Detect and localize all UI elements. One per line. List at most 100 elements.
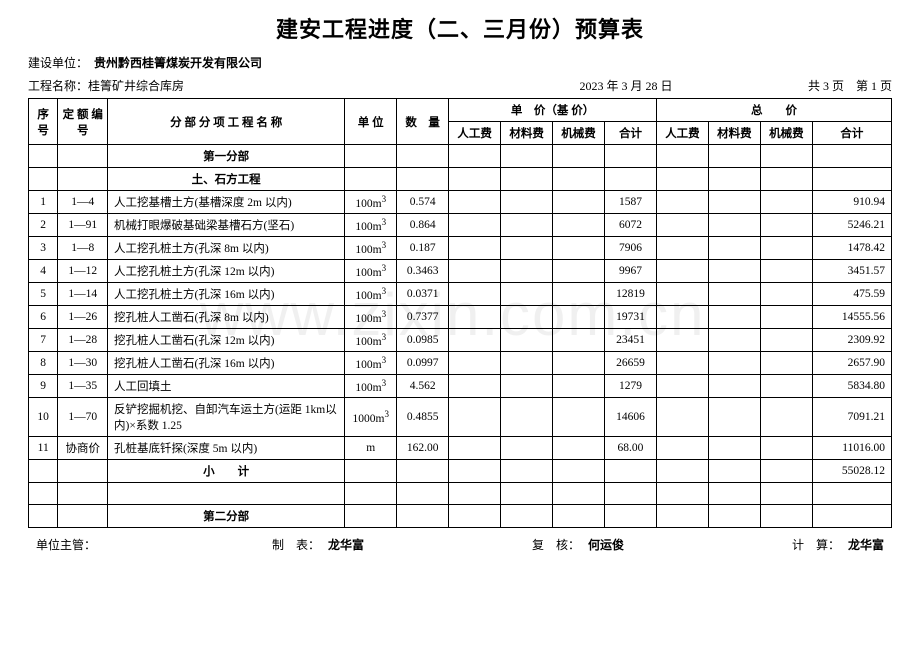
cell-code: 1—8 — [58, 237, 108, 260]
th-code: 定 额 编 号 — [58, 99, 108, 145]
cell-name: 孔桩基底钎探(深度 5m 以内) — [108, 437, 345, 460]
cell-t-subtotal: 5834.80 — [812, 375, 891, 398]
cell-unit: 1000m3 — [345, 398, 397, 437]
cell-code: 1—26 — [58, 306, 108, 329]
meta-project-row: 工程名称： 桂箐矿井综合库房 2023 年 3 月 28 日 共 3 页 第 1… — [28, 77, 892, 94]
cell-t-subtotal: 910.94 — [812, 191, 891, 214]
cell-up-subtotal: 68.00 — [605, 437, 657, 460]
th-t-material: 材料费 — [708, 122, 760, 145]
table-row: 7 1—28 挖孔桩人工凿石(孔深 12m 以内) 100m3 0.0985 2… — [29, 329, 892, 352]
footer-supervisor: 单位主管： — [36, 536, 104, 553]
cell-up-subtotal: 1279 — [605, 375, 657, 398]
cell-code: 1—35 — [58, 375, 108, 398]
maker-value: 龙华富 — [328, 536, 364, 553]
table-body: 第一分部土、石方工程 1 1—4 人工挖基槽土方(基槽深度 2m 以内) 100… — [29, 145, 892, 528]
table-row: 4 1—12 人工挖孔桩土方(孔深 12m 以内) 100m3 0.3463 9… — [29, 260, 892, 283]
cell-unit: 100m3 — [345, 191, 397, 214]
th-up-subtotal: 合计 — [605, 122, 657, 145]
table-row: 5 1—14 人工挖孔桩土方(孔深 16m 以内) 100m3 0.0371 1… — [29, 283, 892, 306]
meta-unit: 建设单位： 贵州黔西桂箐煤炭开发有限公司 — [28, 54, 892, 71]
maker-label: 制 表： — [272, 536, 320, 553]
table-row: 第二分部 — [29, 505, 892, 528]
cell-qty: 0.864 — [397, 214, 449, 237]
cell-seq: 6 — [29, 306, 58, 329]
cell-t-subtotal: 3451.57 — [812, 260, 891, 283]
cell-code: 1—70 — [58, 398, 108, 437]
th-up-material: 材料费 — [501, 122, 553, 145]
cell-seq: 10 — [29, 398, 58, 437]
date: 2023 年 3 月 28 日 — [580, 77, 673, 94]
calculator-value: 龙华富 — [848, 536, 884, 553]
unit-label: 建设单位： — [28, 54, 88, 71]
cell-t-subtotal: 2309.92 — [812, 329, 891, 352]
cell-qty: 0.3463 — [397, 260, 449, 283]
table-row: 2 1—91 机械打眼爆破基础梁基槽石方(坚石) 100m3 0.864 607… — [29, 214, 892, 237]
cell-code: 1—14 — [58, 283, 108, 306]
cell-t-subtotal: 1478.42 — [812, 237, 891, 260]
cell-qty: 4.562 — [397, 375, 449, 398]
cell-seq: 2 — [29, 214, 58, 237]
cell-up-subtotal: 19731 — [605, 306, 657, 329]
footer: 单位主管： 制 表： 龙华富 复 核： 何运俊 计 算： 龙华富 — [28, 536, 892, 553]
cell-name: 机械打眼爆破基础梁基槽石方(坚石) — [108, 214, 345, 237]
cell-up-subtotal: 23451 — [605, 329, 657, 352]
th-total-price: 总 价 — [656, 99, 891, 122]
cell-seq: 11 — [29, 437, 58, 460]
unit-value: 贵州黔西桂箐煤炭开发有限公司 — [94, 54, 262, 71]
project-label: 工程名称： — [28, 77, 88, 94]
cell-unit: m — [345, 437, 397, 460]
th-unit-price: 单 价（基 价） — [449, 99, 657, 122]
cell-up-subtotal: 9967 — [605, 260, 657, 283]
cell-t-subtotal: 5246.21 — [812, 214, 891, 237]
supervisor-label: 单位主管： — [36, 536, 96, 553]
cell-unit: 100m3 — [345, 214, 397, 237]
cell-unit: 100m3 — [345, 329, 397, 352]
th-t-subtotal: 合计 — [812, 122, 891, 145]
cell-name: 人工挖孔桩土方(孔深 8m 以内) — [108, 237, 345, 260]
cell-qty: 0.0371 — [397, 283, 449, 306]
cell-qty: 0.0985 — [397, 329, 449, 352]
cell-qty: 0.4855 — [397, 398, 449, 437]
cell-code: 1—30 — [58, 352, 108, 375]
cell-name: 挖孔桩人工凿石(孔深 16m 以内) — [108, 352, 345, 375]
table-row — [29, 483, 892, 505]
cell-unit: 100m3 — [345, 283, 397, 306]
footer-calculator: 计 算： 龙华富 — [792, 536, 884, 553]
cell-up-subtotal: 26659 — [605, 352, 657, 375]
th-seq: 序号 — [29, 99, 58, 145]
cell-unit: 100m3 — [345, 306, 397, 329]
cell-name: 挖孔桩人工凿石(孔深 8m 以内) — [108, 306, 345, 329]
cell-unit: 100m3 — [345, 375, 397, 398]
table-row: 6 1—26 挖孔桩人工凿石(孔深 8m 以内) 100m3 0.7377 19… — [29, 306, 892, 329]
page-info: 共 3 页 第 1 页 — [808, 77, 892, 94]
table-row: 8 1—30 挖孔桩人工凿石(孔深 16m 以内) 100m3 0.0997 2… — [29, 352, 892, 375]
cell-seq: 7 — [29, 329, 58, 352]
cell-seq: 8 — [29, 352, 58, 375]
cell-seq: 4 — [29, 260, 58, 283]
cell-qty: 0.7377 — [397, 306, 449, 329]
cell-code: 1—4 — [58, 191, 108, 214]
cell-code: 协商价 — [58, 437, 108, 460]
cell-t-subtotal: 7091.21 — [812, 398, 891, 437]
table-row-subtotal: 小 计55028.12 — [29, 460, 892, 483]
calculator-label: 计 算： — [792, 536, 840, 553]
cell-qty: 0.574 — [397, 191, 449, 214]
cell-name: 人工回填土 — [108, 375, 345, 398]
cell-seq: 9 — [29, 375, 58, 398]
cell-seq: 3 — [29, 237, 58, 260]
table-row: 3 1—8 人工挖孔桩土方(孔深 8m 以内) 100m3 0.187 7906… — [29, 237, 892, 260]
reviewer-label: 复 核： — [532, 536, 580, 553]
th-t-machine: 机械费 — [760, 122, 812, 145]
th-up-machine: 机械费 — [553, 122, 605, 145]
table-row: 第一分部 — [29, 145, 892, 168]
cell-up-subtotal: 7906 — [605, 237, 657, 260]
budget-table: 序号 定 额 编 号 分 部 分 项 工 程 名 称 单 位 数 量 单 价（基… — [28, 98, 892, 528]
cell-unit: 100m3 — [345, 260, 397, 283]
table-row: 10 1—70 反铲挖掘机挖、自卸汽车运土方(运距 1km以内)×系数 1.25… — [29, 398, 892, 437]
cell-name: 反铲挖掘机挖、自卸汽车运土方(运距 1km以内)×系数 1.25 — [108, 398, 345, 437]
page-title: 建安工程进度（二、三月份）预算表 — [28, 12, 892, 44]
project-value: 桂箐矿井综合库房 — [88, 77, 184, 94]
th-t-labor: 人工费 — [656, 122, 708, 145]
th-up-labor: 人工费 — [449, 122, 501, 145]
cell-unit: 100m3 — [345, 237, 397, 260]
